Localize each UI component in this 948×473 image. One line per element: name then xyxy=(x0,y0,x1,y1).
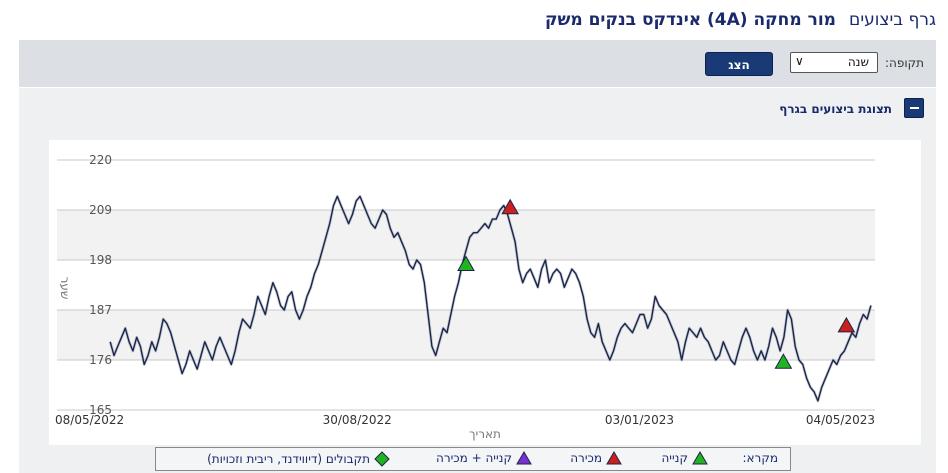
toolbar: תקופה: שנה ∨ הצג xyxy=(19,40,936,87)
collapse-icon[interactable] xyxy=(904,98,924,118)
chevron-down-icon: ∨ xyxy=(795,54,804,68)
x-axis-label: תאריך xyxy=(469,427,501,441)
chart-area: 165 176 187 198 209 220 08/05/2022 30/08/2022 03… xyxy=(49,140,921,445)
y-tick-label: 198 xyxy=(89,253,112,267)
sell-marker xyxy=(501,198,520,215)
page-title: גרף ביצועים מור מחקה (4A) אינדקס בנקים מ… xyxy=(0,10,936,38)
period-select[interactable]: שנה ∨ xyxy=(790,52,878,73)
green-triangle-icon xyxy=(692,451,708,465)
purple-triangle-icon xyxy=(516,451,532,465)
legend-buy-sell-label: קנייה + מכירה xyxy=(435,451,512,465)
title-prefix: גרף ביצועים xyxy=(849,10,936,30)
y-tick-label: 209 xyxy=(89,203,112,217)
sell-marker xyxy=(837,316,856,333)
x-tick-label: 08/05/2022 xyxy=(55,413,124,427)
panel-toggle-label: תצוגת ביצועים בגרף xyxy=(779,102,892,116)
legend-title-text: מקרא: xyxy=(742,451,778,465)
buy-marker xyxy=(457,255,475,272)
legend-title: מקרא: xyxy=(742,451,778,465)
legend-sell-label: מכירה xyxy=(570,451,602,465)
legend-receipts-label: תקבולים (דיווידנד, ריבית וזכויות) xyxy=(207,452,370,466)
buy-marker xyxy=(774,353,793,369)
x-tick-label: 30/08/2022 xyxy=(323,413,392,427)
legend-item-buy-sell: קנייה + מכירה xyxy=(436,451,532,465)
legend-buy-label: קנייה xyxy=(661,451,688,465)
y-tick-label: 176 xyxy=(89,353,112,367)
red-triangle-icon xyxy=(606,451,622,465)
y-tick-label: 187 xyxy=(89,303,112,317)
y-tick-label: 165 xyxy=(89,403,112,417)
legend-item-sell: מכירה xyxy=(570,451,622,465)
green-diamond-icon xyxy=(374,451,390,467)
performance-chart: 165 176 187 198 209 220 08/05/2022 30/08/2022 03… xyxy=(55,153,875,441)
x-tick-label: 04/05/2023 xyxy=(806,413,875,427)
show-button[interactable]: הצג xyxy=(705,52,773,76)
x-tick-label: 03/01/2023 xyxy=(605,413,674,427)
legend: מקרא: קנייה מכירה קנייה + מכירה תקבולים … xyxy=(155,447,791,471)
period-label: תקופה: xyxy=(884,56,924,70)
y-tick-label: 220 xyxy=(89,153,112,167)
series-line xyxy=(109,195,872,402)
title-main: מור מחקה (4A) אינדקס בנקים משק xyxy=(544,10,836,30)
period-select-value: שנה xyxy=(847,55,869,69)
legend-item-buy: קנייה xyxy=(661,451,708,465)
grid-band xyxy=(57,310,875,360)
y-axis-label: שער xyxy=(58,277,72,300)
legend-item-receipts: תקבולים (דיווידנד, ריבית וזכויות) xyxy=(207,451,390,467)
